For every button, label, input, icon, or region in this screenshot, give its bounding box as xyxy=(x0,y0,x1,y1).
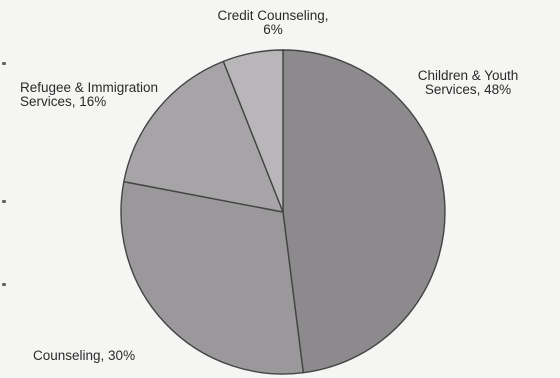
slice-label-refugee-immigration-services: Refugee & Immigration Services, 16% xyxy=(20,80,158,109)
pie-slice-children-youth-services xyxy=(282,49,446,374)
slice-label-counseling: Counseling, 30% xyxy=(33,348,135,363)
pie-slice-refugee-immigration-services xyxy=(123,60,285,213)
scan-mark xyxy=(2,200,6,203)
slice-label-children-youth-services: Children & Youth Services, 48% xyxy=(418,68,519,97)
scan-mark xyxy=(2,283,6,286)
pie-slice-credit-counseling xyxy=(222,49,284,213)
slice-label-credit-counseling: Credit Counseling, 6% xyxy=(217,8,328,37)
pie-slice-counseling xyxy=(120,180,305,375)
scan-mark xyxy=(2,62,6,65)
